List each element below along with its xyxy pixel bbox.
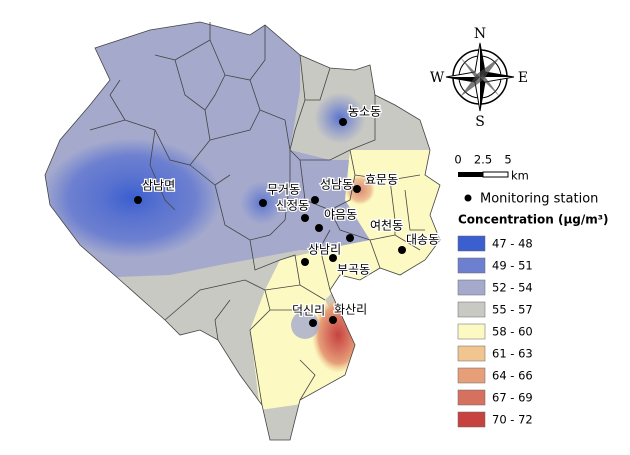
legend-label: 49 - 51 xyxy=(492,259,533,273)
compass-west: W xyxy=(430,70,445,86)
legend-label: 58 - 60 xyxy=(492,325,533,339)
station-label: 농소동 xyxy=(348,105,381,119)
station-label: 여천동 xyxy=(370,218,403,233)
legend-station-label: Monitoring station xyxy=(480,192,598,207)
compass-north: N xyxy=(474,26,486,42)
scale-label: 0 xyxy=(454,153,461,167)
station-label: 상남리 xyxy=(308,243,341,257)
station-dot xyxy=(346,234,354,242)
scale-bar: 0 2.5 5 km xyxy=(454,153,529,183)
legend-swatch xyxy=(457,323,486,340)
station-dot xyxy=(353,185,361,193)
legend-station-symbol xyxy=(464,194,472,202)
station-dot xyxy=(134,196,142,204)
station-label: 덕신리 xyxy=(292,304,325,318)
legend-label: 67 - 69 xyxy=(492,391,533,405)
station-label: 신정동 xyxy=(276,199,309,213)
legend-label: 64 - 66 xyxy=(492,369,533,383)
legend-label: 52 - 54 xyxy=(492,281,533,295)
legend-swatch xyxy=(457,411,486,428)
legend-label: 47 - 48 xyxy=(492,237,533,251)
scale-label: 5 xyxy=(504,153,511,167)
legend-swatch xyxy=(457,389,486,406)
station-label: 화산리 xyxy=(334,303,367,317)
district-boundaries xyxy=(44,21,441,441)
station-label: 효문동 xyxy=(365,173,398,187)
legend-swatch xyxy=(457,257,486,274)
station-dot xyxy=(259,199,267,207)
legend-swatch xyxy=(457,345,486,362)
legend-swatch xyxy=(457,235,486,252)
compass-east: E xyxy=(518,70,528,86)
legend-label: 55 - 57 xyxy=(492,303,533,317)
station-label: 야음동 xyxy=(324,208,357,222)
legend-label: 70 - 72 xyxy=(492,413,533,427)
station-dot xyxy=(301,214,309,222)
scale-unit: km xyxy=(511,169,529,183)
station-dot xyxy=(398,246,406,254)
compass: N E S W xyxy=(430,26,528,130)
legend-swatch xyxy=(457,279,486,296)
station-label: 부곡동 xyxy=(337,263,370,277)
legend-title: Concentration (μg/m³) xyxy=(458,213,609,227)
station-dot xyxy=(309,319,317,327)
station-dot xyxy=(339,118,347,126)
legend-label: 61 - 63 xyxy=(492,347,533,361)
station-label: 대송동 xyxy=(406,233,439,247)
station-dot xyxy=(329,316,337,324)
station-dot xyxy=(315,224,323,232)
station-label: 삼남면 xyxy=(142,179,175,193)
station-label: 무거동 xyxy=(267,183,300,197)
legend-swatch xyxy=(457,367,486,384)
station-label: 성남동 xyxy=(320,178,353,192)
station-dot xyxy=(301,258,309,266)
compass-south: S xyxy=(475,114,485,130)
station-dot xyxy=(311,196,319,204)
station-dot xyxy=(329,254,337,262)
legend: 47 - 48 49 - 51 52 - 54 55 - 57 58 - 60 61 - … xyxy=(457,235,533,428)
scale-label: 2.5 xyxy=(474,153,492,167)
legend-swatch xyxy=(457,301,486,318)
